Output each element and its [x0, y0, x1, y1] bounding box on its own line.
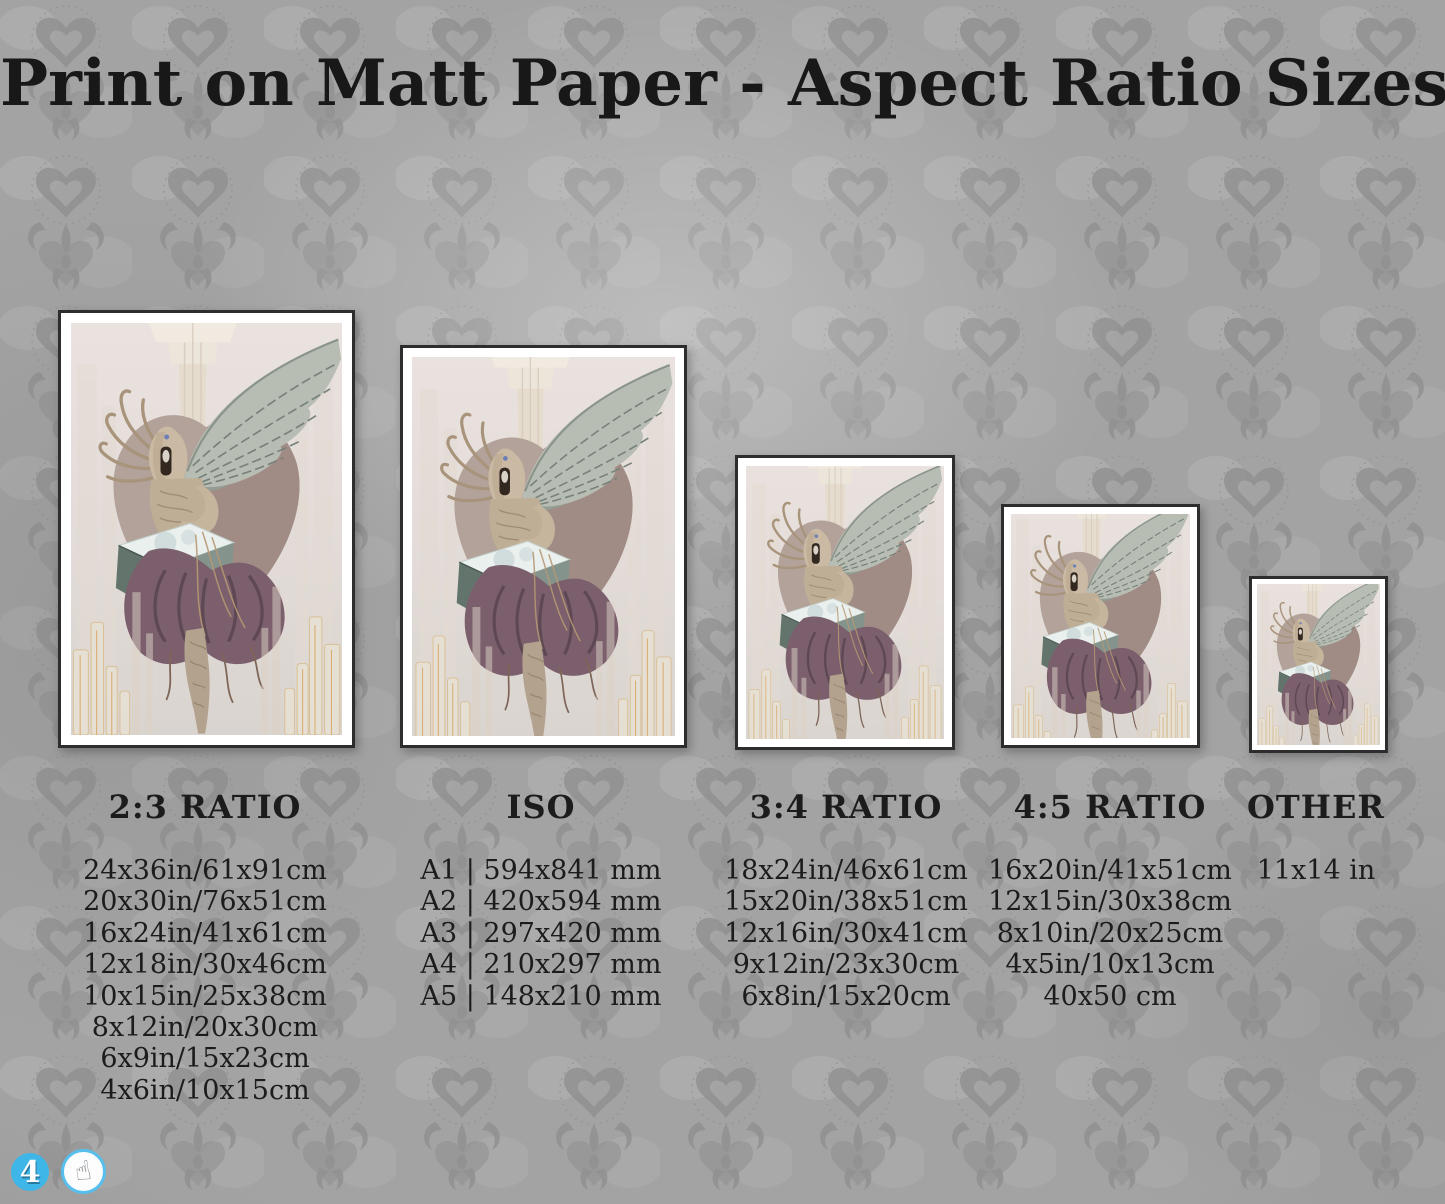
print-preview-11x14	[1249, 576, 1388, 753]
size-column-iso: ISO A1 | 594x841 mm A2 | 420x594 mm A3 |…	[391, 789, 691, 1012]
print-preview-4-5-ratio	[1001, 504, 1200, 748]
size-item: 20x30in/76x51cm	[83, 886, 327, 918]
size-item: 4x6in/10x15cm	[100, 1074, 310, 1106]
size-column-other: OTHER 11x14 in	[1236, 789, 1396, 886]
size-item: A5 | 148x210 mm	[420, 980, 662, 1012]
size-item: 11x14 in	[1256, 855, 1376, 886]
size-item: 16x20in/41x51cm	[988, 855, 1232, 886]
print-preview-iso	[400, 345, 687, 748]
column-heading: OTHER	[1247, 788, 1385, 826]
angel-artwork	[71, 323, 342, 735]
size-item: 6x8in/15x20cm	[741, 980, 951, 1012]
size-item: 8x12in/20x30cm	[91, 1012, 319, 1044]
column-heading: ISO	[506, 788, 576, 826]
print-preview-3-4-ratio	[735, 455, 955, 750]
size-item: A2 | 420x594 mm	[420, 886, 662, 918]
size-item: A1 | 594x841 mm	[420, 855, 662, 886]
size-item: A3 | 297x420 mm	[420, 917, 662, 949]
size-item: 16x24in/41x61cm	[83, 917, 327, 949]
size-item: 15x20in/38x51cm	[724, 886, 968, 918]
click-hint-badge: ☝	[61, 1149, 106, 1194]
size-item: 6x9in/15x23cm	[100, 1043, 310, 1075]
angel-artwork	[412, 357, 675, 736]
column-heading: 3:4 RATIO	[749, 788, 943, 826]
angel-artwork	[1257, 584, 1380, 745]
size-item: 12x18in/30x46cm	[83, 949, 327, 981]
size-column-2-3-ratio: 2:3 RATIO 24x36in/61x91cm 20x30in/76x51c…	[55, 789, 355, 1106]
column-heading: 2:3 RATIO	[108, 788, 302, 826]
angel-artwork	[1011, 514, 1190, 738]
size-item: 40x50 cm	[1043, 980, 1177, 1012]
column-heading: 4:5 RATIO	[1013, 788, 1207, 826]
print-preview-2-3-ratio	[58, 310, 355, 748]
size-column-3-4-ratio: 3:4 RATIO 18x24in/46x61cm 15x20in/38x51c…	[696, 789, 996, 1012]
size-item: 12x15in/30x38cm	[988, 886, 1232, 918]
size-column-4-5-ratio: 4:5 RATIO 16x20in/41x51cm 12x15in/30x38c…	[960, 789, 1260, 1012]
size-item: 18x24in/46x61cm	[724, 855, 968, 886]
page-title: Print on Matt Paper - Aspect Ratio Sizes	[0, 46, 1445, 121]
size-item: 12x16in/30x41cm	[724, 917, 968, 949]
image-counter-badge: 4	[11, 1153, 49, 1191]
size-item: 4x5in/10x13cm	[1005, 949, 1215, 981]
size-item: A4 | 210x297 mm	[420, 949, 662, 981]
size-item: 10x15in/25x38cm	[83, 980, 327, 1012]
size-item: 9x12in/23x30cm	[732, 949, 960, 981]
pointer-hand-icon: ☝	[73, 1155, 94, 1188]
size-item: 24x36in/61x91cm	[83, 855, 327, 886]
angel-artwork	[746, 466, 944, 739]
size-item: 8x10in/20x25cm	[996, 917, 1224, 949]
